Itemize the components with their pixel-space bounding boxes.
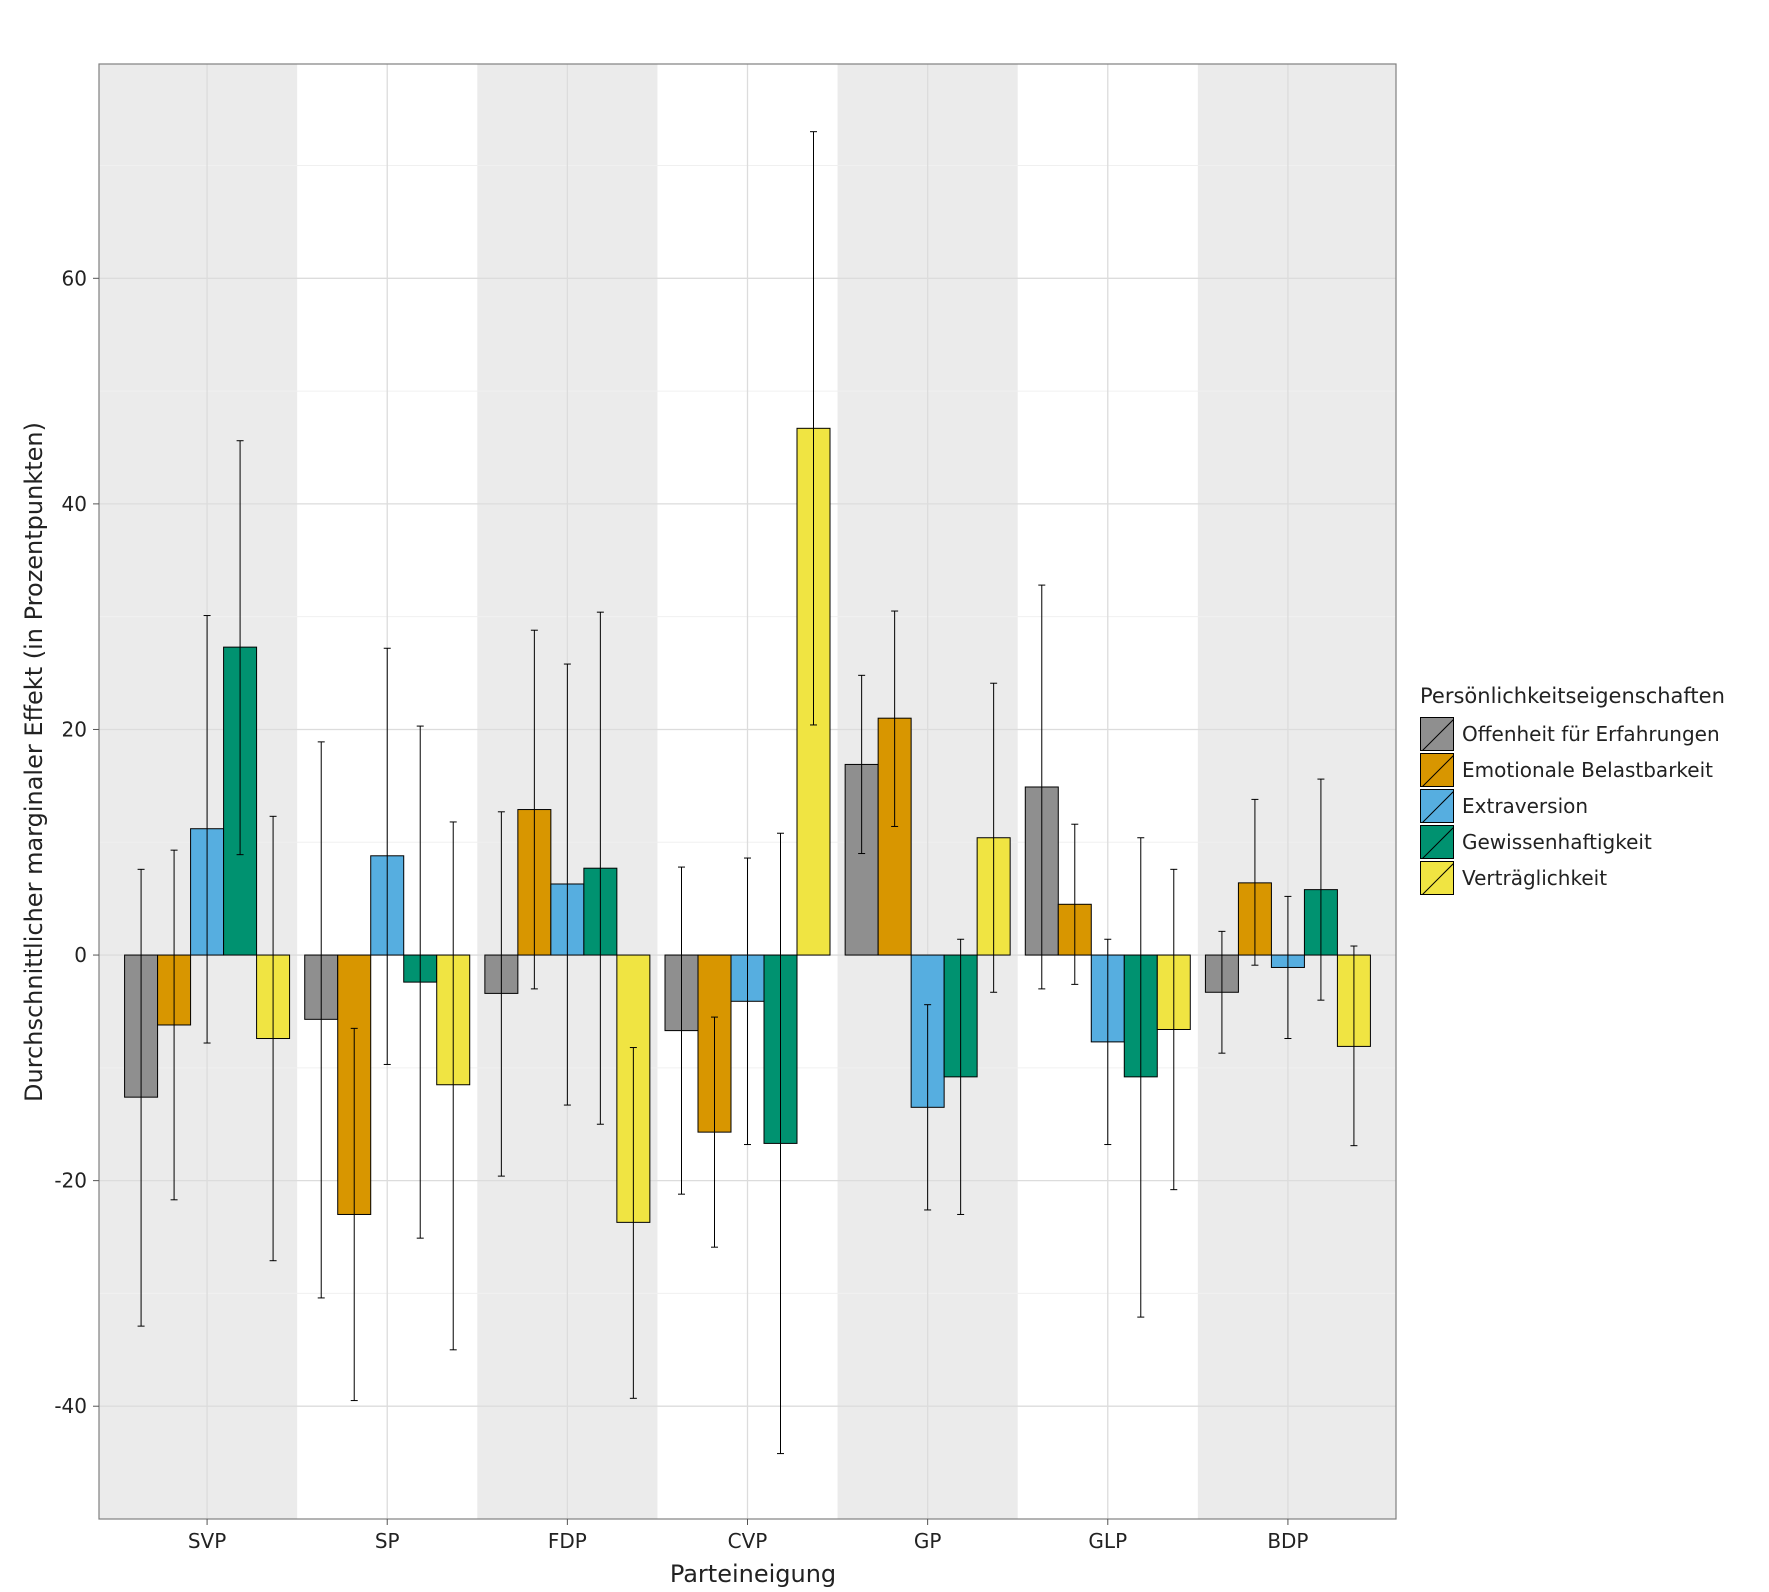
legend-label: Offenheit für Erfahrungen xyxy=(1462,722,1720,746)
x-axis-label: Parteineigung xyxy=(670,1560,836,1588)
x-tick-label: GP xyxy=(914,1529,942,1553)
y-tick-label: 60 xyxy=(62,266,87,290)
legend-key xyxy=(1420,861,1454,895)
y-tick-label: 40 xyxy=(62,492,87,516)
legend-item: Verträglichkeit xyxy=(1420,860,1725,896)
legend-item: Offenheit für Erfahrungen xyxy=(1420,716,1725,752)
y-tick-label: -40 xyxy=(54,1394,87,1418)
legend-label: Gewissenhaftigkeit xyxy=(1462,830,1652,854)
legend-key xyxy=(1420,825,1454,859)
legend-label: Extraversion xyxy=(1462,794,1589,818)
legend-items: Offenheit für Erfahrungen Emotionale Bela… xyxy=(1420,716,1725,896)
legend-item: Extraversion xyxy=(1420,788,1725,824)
x-tick-label: SVP xyxy=(188,1529,226,1553)
legend-key xyxy=(1420,717,1454,751)
x-tick-label: FDP xyxy=(548,1529,587,1553)
legend: Persönlichkeitseigenschaften Offenheit f… xyxy=(1420,684,1725,896)
panel-band xyxy=(1197,64,1396,1519)
x-tick-label: BDP xyxy=(1267,1529,1308,1553)
legend-item: Gewissenhaftigkeit xyxy=(1420,824,1725,860)
legend-key xyxy=(1420,789,1454,823)
legend-key xyxy=(1420,753,1454,787)
y-axis-label: Durchschnittlicher marginaler Effekt (in… xyxy=(20,422,48,1102)
legend-label: Emotionale Belastbarkeit xyxy=(1462,758,1713,782)
error-bars xyxy=(137,131,1358,1455)
panel-band xyxy=(99,64,298,1519)
legend-item: Emotionale Belastbarkeit xyxy=(1420,752,1725,788)
y-axis-ticks: -40 -20 0 20 40 60 xyxy=(54,266,99,1418)
x-axis-ticks: SVP SP FDP CVP GP GLP BDP xyxy=(188,1519,1309,1553)
x-tick-label: GLP xyxy=(1088,1529,1127,1553)
legend-title: Persönlichkeitseigenschaften xyxy=(1420,684,1725,708)
y-tick-label: 0 xyxy=(74,943,87,967)
legend-label: Verträglichkeit xyxy=(1462,866,1608,890)
y-tick-label: -20 xyxy=(54,1169,87,1193)
x-tick-label: SP xyxy=(375,1529,400,1553)
x-tick-label: CVP xyxy=(728,1529,768,1553)
y-tick-label: 20 xyxy=(62,717,87,741)
